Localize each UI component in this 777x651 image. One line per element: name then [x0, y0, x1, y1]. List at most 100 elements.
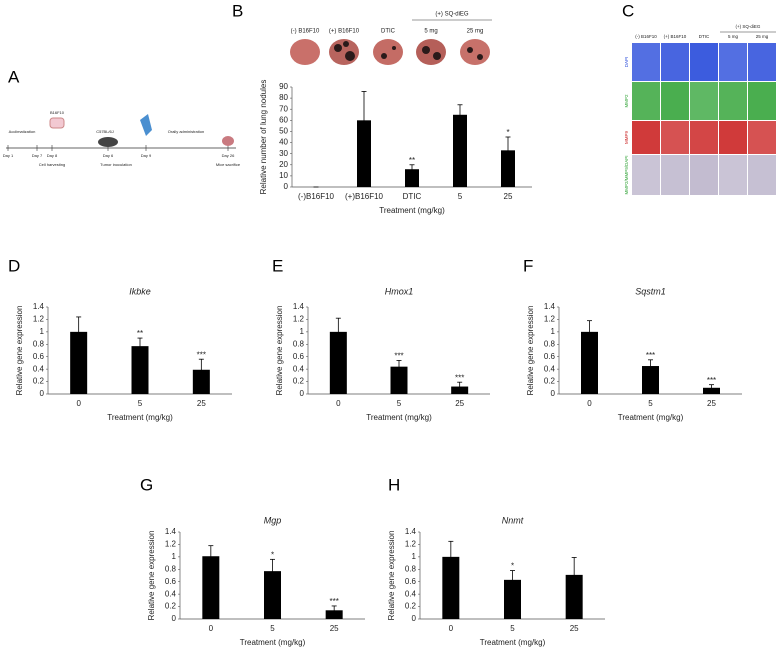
y-tick-label: 0.2: [33, 377, 45, 386]
y-tick-label: 1: [300, 327, 305, 336]
x-tick-label: 0: [449, 624, 454, 633]
y-tick-label: 60: [279, 115, 288, 124]
stain-column-label: 5 mg: [728, 34, 739, 39]
y-tick-label: 0: [40, 389, 45, 398]
timeline-label: Day 26: [222, 153, 235, 158]
panel-label: D: [8, 256, 20, 275]
stain-column-label: DTIC: [699, 34, 710, 39]
timeline-label: Orally administration: [168, 129, 204, 134]
bar: [642, 366, 659, 394]
stain-image: [690, 155, 718, 195]
stain-row-label: MMP2/MMP9/DAPI: [624, 155, 629, 194]
stain-row-label: MMP2: [624, 94, 629, 107]
timeline-label: Day 6: [103, 153, 114, 158]
lung-icon: [222, 136, 234, 146]
stain-image: [632, 43, 660, 81]
y-tick-label: 1.4: [405, 527, 417, 536]
x-axis-label: Treatment (mg/kg): [107, 413, 173, 422]
stain-image: [690, 121, 718, 154]
x-tick-label: 25: [197, 399, 206, 408]
y-tick-label: 1.4: [544, 302, 556, 311]
x-tick-label: 5: [510, 624, 515, 633]
significance-label: **: [137, 329, 143, 338]
y-tick-label: 10: [279, 171, 288, 180]
x-tick-label: 5: [138, 399, 143, 408]
x-tick-label: 5: [648, 399, 653, 408]
bar: [357, 120, 371, 187]
panel-label: H: [388, 475, 400, 494]
y-axis-label: Relative gene expression: [15, 306, 24, 396]
y-tick-label: 1: [172, 552, 177, 561]
y-axis-label: Relative gene expression: [387, 531, 396, 621]
y-tick-label: 80: [279, 93, 288, 102]
y-tick-label: 0.6: [293, 352, 305, 361]
lung-photos: [290, 19, 492, 65]
x-tick-label: 25: [455, 399, 464, 408]
stain-image: [661, 155, 689, 195]
bar: [565, 574, 583, 619]
x-tick-label: 5: [270, 624, 275, 633]
x-tick-label: 0: [336, 399, 341, 408]
x-tick-label: 25: [504, 192, 513, 201]
x-axis-label: Treatment (mg/kg): [240, 638, 306, 647]
x-tick-label: 5: [397, 399, 402, 408]
x-tick-label: (+)B16F10: [345, 192, 384, 201]
stain-image: [661, 121, 689, 154]
y-tick-label: 0.2: [165, 602, 177, 611]
nodule: [381, 53, 387, 59]
nodule: [343, 41, 349, 47]
x-tick-label: 0: [76, 399, 81, 408]
stain-image: [632, 121, 660, 154]
stain-image: [719, 82, 747, 120]
significance-label: ***: [707, 376, 716, 385]
nodule: [392, 46, 396, 50]
timeline-label: Day 8: [47, 153, 58, 158]
y-tick-label: 90: [279, 82, 288, 91]
significance-label: ***: [394, 352, 403, 361]
x-tick-label: 25: [570, 624, 579, 633]
x-axis-label: Treatment (mg/kg): [618, 413, 684, 422]
significance-label: **: [409, 156, 415, 165]
stain-image: [632, 82, 660, 120]
y-axis-label: Relative gene expression: [147, 531, 156, 621]
bar: [192, 369, 210, 394]
stain-row-label: MMP9: [624, 131, 629, 144]
panel-label: E: [272, 256, 283, 275]
timeline-label: B16F10: [50, 110, 65, 115]
stain-column-label: (+) B16F10: [664, 34, 687, 39]
y-tick-label: 20: [279, 160, 288, 169]
photo-label: (+) B16F10: [329, 29, 360, 35]
bar: [390, 366, 408, 394]
stain-image: [748, 121, 776, 154]
x-tick-label: (-)B16F10: [298, 192, 335, 201]
x-tick-label: 0: [587, 399, 592, 408]
bar: [442, 556, 460, 619]
y-axis-label: Relative number of lung nodules: [259, 80, 268, 195]
y-tick-label: 0: [172, 614, 177, 623]
y-tick-label: 0.4: [405, 589, 417, 598]
y-tick-label: 30: [279, 149, 288, 158]
dish-icon: [49, 117, 65, 129]
stain-image: [748, 82, 776, 120]
x-tick-label: 25: [330, 624, 339, 633]
y-tick-label: 0.4: [544, 364, 556, 373]
significance-label: ***: [329, 597, 338, 606]
y-tick-label: 1.2: [33, 315, 45, 324]
bar: [581, 331, 598, 394]
timeline-label: Mice sacrifice: [216, 162, 241, 167]
y-tick-label: 0.8: [33, 339, 45, 348]
chart-title: Ikbke: [129, 286, 151, 296]
stain-image: [748, 43, 776, 81]
y-tick-label: 50: [279, 127, 288, 136]
y-tick-label: 0.2: [405, 602, 417, 611]
y-tick-label: 0.8: [165, 564, 177, 573]
x-tick-label: 5: [458, 192, 463, 201]
significance-label: ***: [197, 350, 206, 359]
photo-label: (-) B16F10: [291, 29, 320, 35]
chart-title: Hmox1: [385, 286, 414, 296]
y-tick-label: 1.2: [293, 315, 305, 324]
x-tick-label: 0: [209, 624, 214, 633]
y-tick-label: 0: [412, 614, 417, 623]
timeline-label: Acclimatization: [9, 129, 36, 134]
